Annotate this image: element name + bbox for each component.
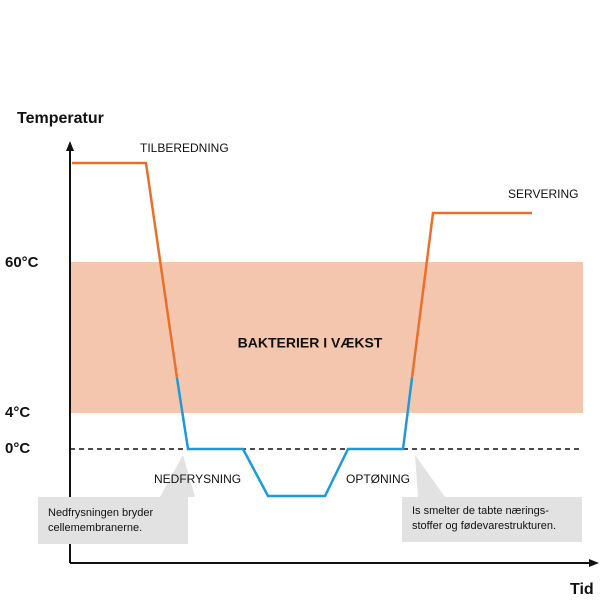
level-label: 4°C: [5, 404, 30, 421]
phase-label: NEDFRYSNING: [154, 472, 241, 486]
callout-text: stoffer og fødevarestrukturen.: [412, 520, 556, 532]
callout-box: [38, 497, 188, 544]
x-title: Tid: [570, 581, 594, 598]
callout-pointer: [160, 455, 195, 497]
frozen-curve: [175, 377, 414, 498]
zone-label: BAKTERIER I VÆKST: [238, 335, 383, 351]
level-label: 60°C: [5, 254, 39, 271]
callout-pointer: [415, 455, 445, 497]
phase-label: TILBEREDNING: [140, 141, 229, 155]
bacteria-zone: [70, 262, 583, 413]
cooking-curve: [72, 161, 179, 379]
serving-curve: [410, 211, 532, 379]
y-arrow: [66, 141, 74, 151]
callout-text: Is smelter de tabte nærings-: [412, 505, 549, 517]
phase-label: SERVERING: [508, 187, 578, 201]
x-arrow: [589, 559, 599, 567]
callout-box: [402, 497, 582, 542]
callout-text: Nedfrysningen bryder: [48, 507, 154, 519]
y-title: Temperatur: [17, 110, 104, 127]
callout-text: cellemembranerne.: [48, 522, 142, 534]
level-label: 0°C: [5, 440, 30, 457]
phase-label: OPTØNING: [346, 472, 410, 486]
